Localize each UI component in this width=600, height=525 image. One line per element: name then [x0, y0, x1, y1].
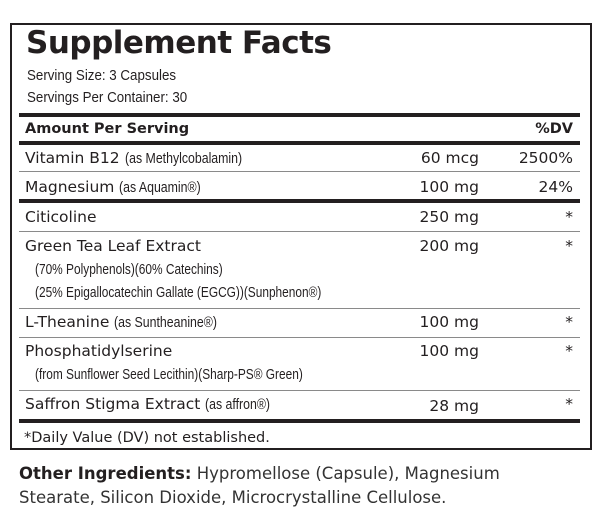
- supplement-facts-panel: Supplement Facts Serving Size: 3 Capsule…: [10, 23, 592, 450]
- dv-header: %DV: [535, 121, 573, 137]
- nutrient-name: Vitamin B12: [25, 149, 120, 167]
- nutrient-amount: 60 mcg: [420, 149, 479, 167]
- panel-title: Supplement Facts: [26, 25, 332, 61]
- nutrient-row: Vitamin B12 (as Methylcobalamin) 60 mcg …: [25, 149, 573, 167]
- nutrient-qualifier: (as Suntheanine®): [114, 315, 218, 331]
- nutrient-detail: (from Sunflower Seed Lecithin)(Sharp-PS®…: [35, 367, 303, 383]
- divider-thick: [19, 113, 580, 117]
- nutrient-row: Citicoline 250 mg *: [25, 208, 573, 226]
- nutrient-amount: 28 mg: [429, 397, 479, 415]
- nutrient-row: Magnesium (as Aquamin®) 100 mg 24%: [25, 178, 573, 196]
- nutrient-dv: 24%: [538, 178, 573, 196]
- divider-thin: [19, 337, 580, 338]
- other-ingredients-text: Hypromellose (Capsule), Magnesium Steara…: [19, 464, 500, 507]
- nutrient-dv: 2500%: [518, 149, 573, 167]
- nutrient-row: Saffron Stigma Extract (as affron®) 28 m…: [25, 395, 573, 415]
- nutrient-name: Green Tea Leaf Extract: [25, 237, 201, 255]
- nutrient-qualifier: (as Aquamin®): [119, 180, 202, 196]
- nutrient-dv: *: [565, 395, 573, 413]
- divider-thin: [19, 231, 580, 232]
- nutrient-amount: 200 mg: [419, 237, 479, 255]
- divider-thick: [19, 419, 580, 423]
- divider-thin: [19, 308, 580, 309]
- other-ingredients-label: Other Ingredients:: [19, 464, 192, 483]
- nutrient-amount: 250 mg: [419, 208, 479, 226]
- nutrient-row: L-Theanine (as Suntheanine®) 100 mg *: [25, 313, 573, 331]
- nutrient-dv: *: [565, 342, 573, 360]
- nutrient-name: Phosphatidylserine: [25, 342, 173, 360]
- footnote: *Daily Value (DV) not established.: [24, 430, 270, 446]
- nutrient-name: Citicoline: [25, 208, 97, 226]
- nutrient-amount: 100 mg: [419, 313, 479, 331]
- servings-per-container: Servings Per Container: 30: [27, 90, 188, 106]
- nutrient-detail: (25% Epigallocatechin Gallate (EGCG))(Su…: [35, 285, 322, 301]
- amount-header: Amount Per Serving: [25, 121, 190, 137]
- divider-thick: [19, 141, 580, 145]
- nutrient-dv: *: [565, 313, 573, 331]
- divider-thin: [19, 390, 580, 391]
- serving-size: Serving Size: 3 Capsules: [27, 68, 177, 84]
- nutrient-qualifier: (as affron®): [205, 397, 271, 413]
- nutrient-dv: *: [565, 237, 573, 255]
- nutrient-qualifier: (as Methylcobalamin): [124, 151, 242, 167]
- nutrient-name: Magnesium: [25, 178, 115, 196]
- other-ingredients: Other Ingredients: Hypromellose (Capsule…: [19, 462, 579, 510]
- nutrient-name: L-Theanine: [25, 313, 110, 331]
- nutrient-detail: (70% Polyphenols)(60% Catechins): [35, 262, 223, 278]
- nutrient-row: Green Tea Leaf Extract 200 mg * (70% Pol…: [25, 237, 573, 303]
- divider-thin: [19, 171, 580, 172]
- nutrient-amount: 100 mg: [419, 342, 479, 360]
- nutrient-row: Phosphatidylserine 100 mg * (from Sunflo…: [25, 342, 573, 384]
- nutrient-name: Saffron Stigma Extract: [25, 395, 201, 413]
- nutrient-amount: 100 mg: [419, 178, 479, 196]
- header-row: Amount Per Serving %DV: [25, 120, 573, 138]
- nutrient-dv: *: [565, 208, 573, 226]
- divider-thick: [19, 199, 580, 203]
